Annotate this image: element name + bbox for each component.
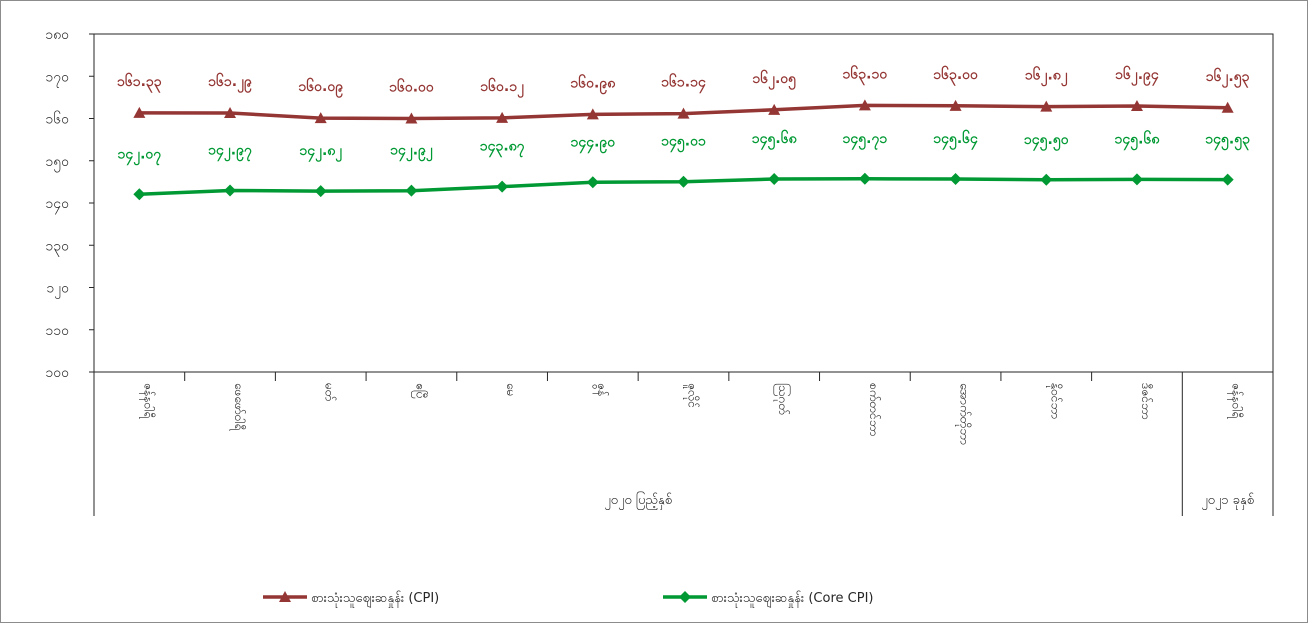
triangle-marker (224, 107, 237, 119)
data-label: ၁၄၅.၇၁ (843, 131, 888, 150)
data-label: ၁၄၅.၅၃ (1205, 132, 1250, 151)
x-tick-label: ဇွန် (592, 383, 610, 396)
year-group-label: ၂၀၂၁ ခုနှစ် (1201, 492, 1254, 510)
y-tick-label: ၁၂၀ (46, 281, 69, 299)
data-label: ၁၆၂.၀၅ (752, 70, 797, 90)
data-label: ၁၆၂.၈၂ (1025, 67, 1069, 87)
data-label: ၁၆၀.၀၉ (298, 78, 344, 98)
triangle-marker (1130, 99, 1143, 111)
x-tick-label: ဇန်နဝါရီ (138, 383, 156, 418)
diamond-marker (496, 180, 509, 193)
triangle-marker (1221, 101, 1234, 113)
triangle-marker (768, 103, 781, 115)
data-label: ၁၆၃.၁၀ (843, 65, 889, 85)
data-label: ၁၆၁.၁၄ (661, 74, 706, 94)
data-label: ၁၄၂.၈၂ (299, 143, 343, 162)
triangle-marker (949, 99, 962, 111)
data-label: ၁၄၅.၆၈ (752, 130, 798, 150)
data-label: ၁၆၂.၉၄ (1115, 66, 1159, 86)
y-tick-label: ၁၁၀ (45, 323, 69, 339)
data-label: ၁၆၀.၀၀ (389, 79, 435, 96)
triangle-marker (677, 107, 690, 119)
triangle-marker (405, 112, 418, 124)
diamond-marker (314, 185, 327, 198)
diamond-marker (1221, 173, 1234, 186)
diamond-marker (677, 175, 690, 188)
data-label: ၁၄၂.၉၇ (208, 142, 253, 161)
data-label: ၁၄၅.၆၈ (1115, 130, 1161, 150)
triangle-marker (314, 112, 327, 124)
x-tick-label: ဖေဖော်ဝါရီ (229, 383, 247, 430)
data-label: ၁၆၂.၅၃ (1206, 68, 1250, 88)
diamond-marker (768, 173, 781, 186)
data-label: ၁၄၂.၉၂ (390, 143, 434, 162)
data-label: ၁၆၁.၂၉ (208, 73, 253, 93)
data-label: ၁၄၂.၀၇ (117, 146, 162, 165)
x-tick-label: စက်တင်ဘာ (867, 383, 882, 436)
y-tick-label: ၁၈၀ (45, 27, 69, 43)
data-label: ၁၄၄.၉၀ (570, 134, 616, 153)
diamond-marker (224, 184, 237, 197)
data-label: ၁၄၅.၀၁ (661, 134, 706, 153)
triangle-marker (858, 99, 871, 111)
x-tick-label: မေ (504, 383, 518, 396)
x-tick-label: ဒီဇင်ဘာ (1139, 383, 1154, 420)
legend-label: စားသုံးသူဈေးဆနှုန်း (CPI) (311, 590, 439, 608)
legend-triangle-marker (279, 591, 291, 602)
x-tick-label: အောက်တိုဘာ (955, 383, 973, 445)
legend-label: စားသုံးသူဈေးဆနှုန်း (Core CPI) (711, 590, 873, 608)
x-tick-label: ဩဂုတ် (773, 383, 792, 415)
diamond-marker (133, 188, 146, 201)
y-tick-label: ၁၀၀ (45, 365, 69, 381)
diamond-marker (1130, 173, 1143, 186)
data-label: ၁၆၁.၃၃ (117, 73, 162, 93)
data-label: ၁၆၀.၉၈ (570, 74, 616, 94)
y-tick-label: ၁၃၀ (45, 238, 69, 256)
x-tick-label: ဧပြီ (410, 383, 428, 399)
legend-diamond-marker (679, 591, 691, 603)
x-tick-label: နိုဝင်ဘာ (1045, 383, 1063, 419)
diamond-marker (405, 184, 418, 197)
diamond-marker (949, 172, 962, 185)
y-tick-label: ၁၅၀ (45, 154, 69, 172)
x-tick-label: ဇန်နဝါရီ (1227, 383, 1245, 418)
y-tick-label: ၁၆၀ (45, 112, 69, 128)
year-group-label: ၂၀၂၀ ပြည့်နှစ် (604, 491, 672, 510)
triangle-marker (1040, 100, 1053, 112)
diamond-marker (858, 172, 871, 185)
data-label: ၁၆၀.၁၂ (480, 78, 525, 98)
triangle-marker (496, 111, 509, 123)
diamond-marker (1040, 173, 1053, 186)
x-tick-label: ဇူလိုင် (683, 383, 701, 408)
triangle-marker (586, 108, 599, 120)
diamond-marker (586, 176, 599, 189)
data-label: ၁၄၅.၆၄ (933, 130, 978, 150)
y-tick-label: ၁၇၀ (45, 69, 69, 87)
y-tick-label: ၁၄၀ (45, 196, 69, 214)
x-tick-label: မတ် (323, 383, 338, 402)
triangle-marker (133, 106, 146, 118)
data-label: ၁၄၃.၈၇ (480, 139, 526, 158)
data-label: ၁၆၃.၀၀ (933, 66, 979, 86)
data-label: ၁၄၅.၅၀ (1024, 132, 1070, 151)
